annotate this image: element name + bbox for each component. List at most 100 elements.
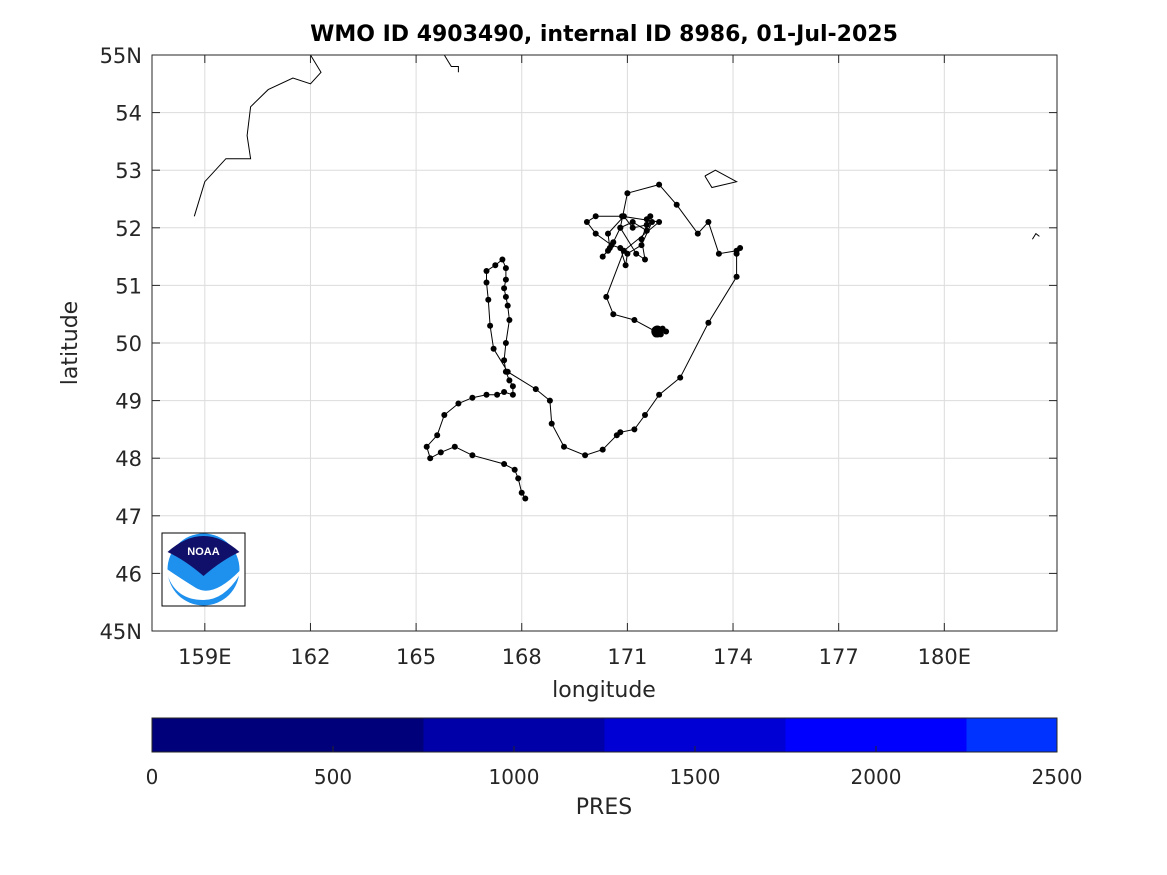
track-point — [617, 224, 624, 231]
track-point — [705, 319, 712, 326]
track-point — [494, 391, 501, 398]
track-point — [546, 397, 553, 404]
track-point — [643, 216, 650, 223]
y-tick-label: 52 — [115, 217, 142, 241]
track-point — [733, 273, 740, 280]
track-point — [509, 383, 516, 390]
track-point — [638, 242, 645, 249]
y-tick-label: 49 — [115, 390, 142, 414]
track-point — [624, 190, 631, 197]
x-axis-label: longitude — [552, 678, 656, 703]
track-point — [643, 221, 650, 228]
track-point — [715, 250, 722, 257]
track-point — [455, 400, 462, 407]
track-point — [427, 455, 434, 462]
track-point — [501, 461, 508, 467]
track-point — [437, 449, 444, 456]
track-point — [622, 262, 629, 269]
track-point — [582, 452, 589, 459]
colorbar: 0 500 1000 1500 2000 2500 — [146, 717, 1083, 789]
y-tick-label: 53 — [115, 159, 142, 183]
track-point — [509, 391, 516, 398]
track-point — [483, 391, 490, 398]
track-point — [499, 256, 506, 263]
noaa-logo: NOAA — [161, 532, 246, 607]
track-point — [605, 230, 611, 237]
track-point — [608, 242, 615, 249]
float-track — [423, 181, 744, 502]
track-point — [469, 394, 476, 401]
y-tick-label: 47 — [115, 505, 142, 529]
track-point — [451, 443, 458, 450]
track-point — [617, 429, 624, 436]
track-point — [518, 489, 525, 496]
coastline — [193, 54, 322, 217]
track-point — [501, 285, 508, 292]
y-tick-label: 45N — [100, 620, 142, 644]
track-point — [592, 230, 599, 237]
x-tick-label: 177 — [819, 645, 859, 669]
track-point — [629, 219, 636, 225]
track-point — [643, 227, 650, 234]
track-point — [504, 368, 511, 375]
track-point — [423, 443, 430, 450]
colorbar-tick-label: 1500 — [670, 765, 721, 789]
track-point — [599, 253, 606, 260]
coastline — [1031, 232, 1040, 240]
track-point — [649, 219, 655, 225]
track-point — [522, 495, 529, 502]
colorbar-tick-label: 0 — [146, 765, 159, 789]
track-point — [642, 412, 648, 418]
x-tick-label: 171 — [607, 645, 647, 669]
track-point — [677, 374, 684, 381]
x-tick-label: 159E — [178, 645, 231, 669]
track-point — [501, 389, 508, 395]
track-point — [631, 426, 638, 433]
track-point — [502, 265, 509, 272]
y-tick-label: 51 — [115, 274, 142, 298]
track-point — [583, 219, 590, 225]
track-line — [426, 184, 741, 499]
track-point — [469, 452, 476, 459]
track-point — [705, 219, 712, 225]
colorbar-tick-label: 2000 — [851, 765, 902, 789]
track-point — [642, 256, 648, 263]
track-point — [515, 475, 522, 482]
y-axis-label: latitude — [58, 301, 83, 385]
y-tick-label: 50 — [115, 332, 142, 356]
y-tick-label: 55N — [100, 44, 142, 68]
y-tick-label: 54 — [115, 102, 142, 126]
track-point — [485, 296, 492, 303]
track-point — [620, 247, 627, 254]
track-point — [483, 268, 490, 274]
track-point — [673, 201, 680, 208]
track-point — [733, 247, 740, 254]
track-point — [483, 279, 490, 286]
x-tick-label: 165 — [396, 645, 436, 669]
colorbar-tick-label: 500 — [314, 765, 352, 789]
y-axis-ticks: 45N 46 47 48 49 50 51 52 53 54 55N — [100, 44, 1057, 644]
track-point — [656, 219, 663, 225]
track-point — [599, 446, 606, 453]
track-point — [504, 302, 511, 309]
noaa-logo-text: NOAA — [187, 546, 219, 558]
last-position-marker — [651, 325, 664, 338]
track-point — [434, 432, 441, 439]
x-axis-ticks: 159E 162 165 168 171 174 177 180E — [178, 55, 971, 669]
track-point — [663, 328, 670, 335]
track-point — [502, 293, 509, 300]
track-point — [548, 420, 555, 427]
track-point — [502, 340, 509, 346]
map-grid — [152, 54, 1057, 632]
track-point — [490, 345, 497, 352]
colorbar-tick-label: 2500 — [1032, 765, 1083, 789]
track-point — [506, 377, 513, 384]
colorbar-frame — [151, 717, 1058, 753]
track-point — [592, 213, 599, 220]
track-point — [511, 466, 518, 473]
track-point — [561, 443, 567, 450]
x-tick-label: 180E — [918, 645, 971, 669]
x-tick-label: 168 — [502, 645, 542, 669]
y-tick-label: 48 — [115, 447, 142, 471]
